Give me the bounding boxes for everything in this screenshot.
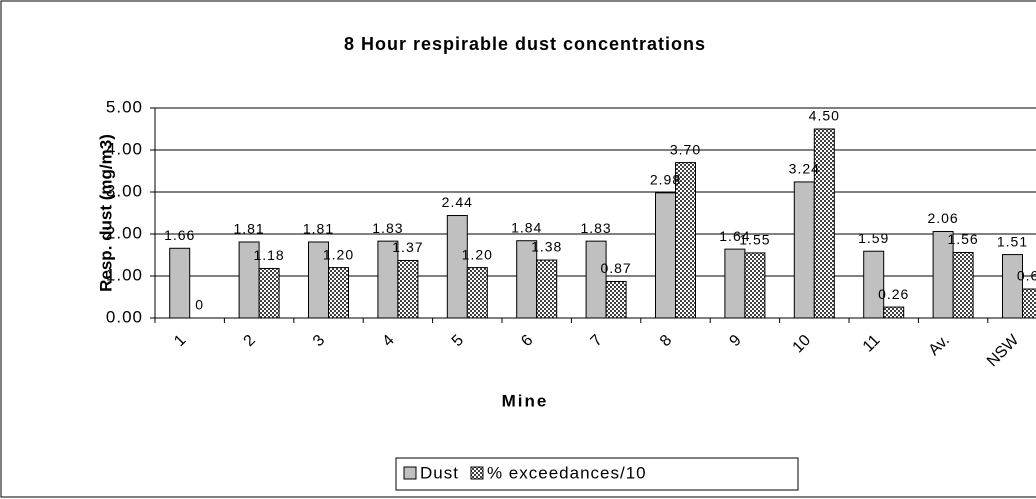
data-label: 1.55 (739, 232, 770, 248)
bar (466, 267, 488, 319)
bar (863, 250, 885, 319)
data-label: 0 (195, 297, 204, 313)
bar (585, 240, 607, 319)
data-label: 0.87 (600, 260, 631, 276)
data-label: 1.81 (303, 221, 334, 237)
bar (397, 259, 419, 319)
chart-title: 8 Hour respirable dust concentrations (344, 34, 706, 54)
data-label: 1.20 (462, 246, 493, 262)
legend-swatch (403, 466, 417, 480)
bar (605, 280, 627, 319)
bar (169, 247, 191, 319)
bar (328, 267, 349, 319)
data-label: 2.44 (442, 194, 473, 210)
data-label: 2.98 (650, 172, 681, 188)
data-label: 1.20 (323, 246, 354, 262)
bar (1002, 254, 1023, 319)
data-label: 1.59 (858, 230, 889, 246)
y-axis-label: Resp. dust (mg/m3) (96, 134, 115, 292)
data-label: 1.56 (947, 231, 978, 247)
bar (724, 248, 746, 319)
y-tick-label: 5.00 (106, 97, 143, 116)
data-label: 1.18 (253, 247, 284, 263)
y-tick-label: 2.00 (106, 223, 143, 242)
bar (258, 267, 280, 319)
data-label: 1.64 (719, 228, 750, 244)
data-label: 4.50 (809, 108, 840, 124)
x-axis-label: Mine (502, 391, 549, 410)
data-label: 1.51 (997, 233, 1028, 249)
data-label: 1.38 (531, 239, 562, 255)
legend-swatch (470, 466, 484, 480)
data-label: 3.24 (789, 161, 820, 177)
data-label: 1.37 (392, 239, 423, 255)
legend-label: Dust (420, 463, 459, 482)
data-label: 1.66 (164, 227, 195, 243)
data-label: 1.84 (511, 219, 542, 235)
y-tick-label: 4.00 (106, 139, 143, 158)
y-tick-label: 3.00 (106, 181, 143, 200)
legend-box (395, 457, 799, 491)
data-label: 3.70 (670, 141, 701, 157)
data-label: 0.69 (1017, 268, 1036, 284)
bar (655, 192, 676, 319)
bar (813, 128, 835, 319)
data-label: 1.83 (372, 220, 403, 236)
bar (883, 306, 905, 319)
bar (1022, 288, 1036, 319)
data-label: 1.83 (580, 220, 611, 236)
bar (793, 181, 815, 319)
legend-label: % exceedances/10 (487, 463, 647, 482)
legend: Dust % exceedances/10 (395, 457, 799, 491)
bar (952, 251, 974, 319)
bar (446, 215, 468, 319)
y-tick-label: 1.00 (106, 265, 143, 284)
data-label: 0.26 (878, 286, 909, 302)
bar (744, 252, 766, 319)
y-tick-label: 0.00 (106, 307, 143, 326)
data-label: 1.81 (233, 221, 264, 237)
data-label: 2.06 (927, 210, 958, 226)
bar (536, 259, 558, 319)
